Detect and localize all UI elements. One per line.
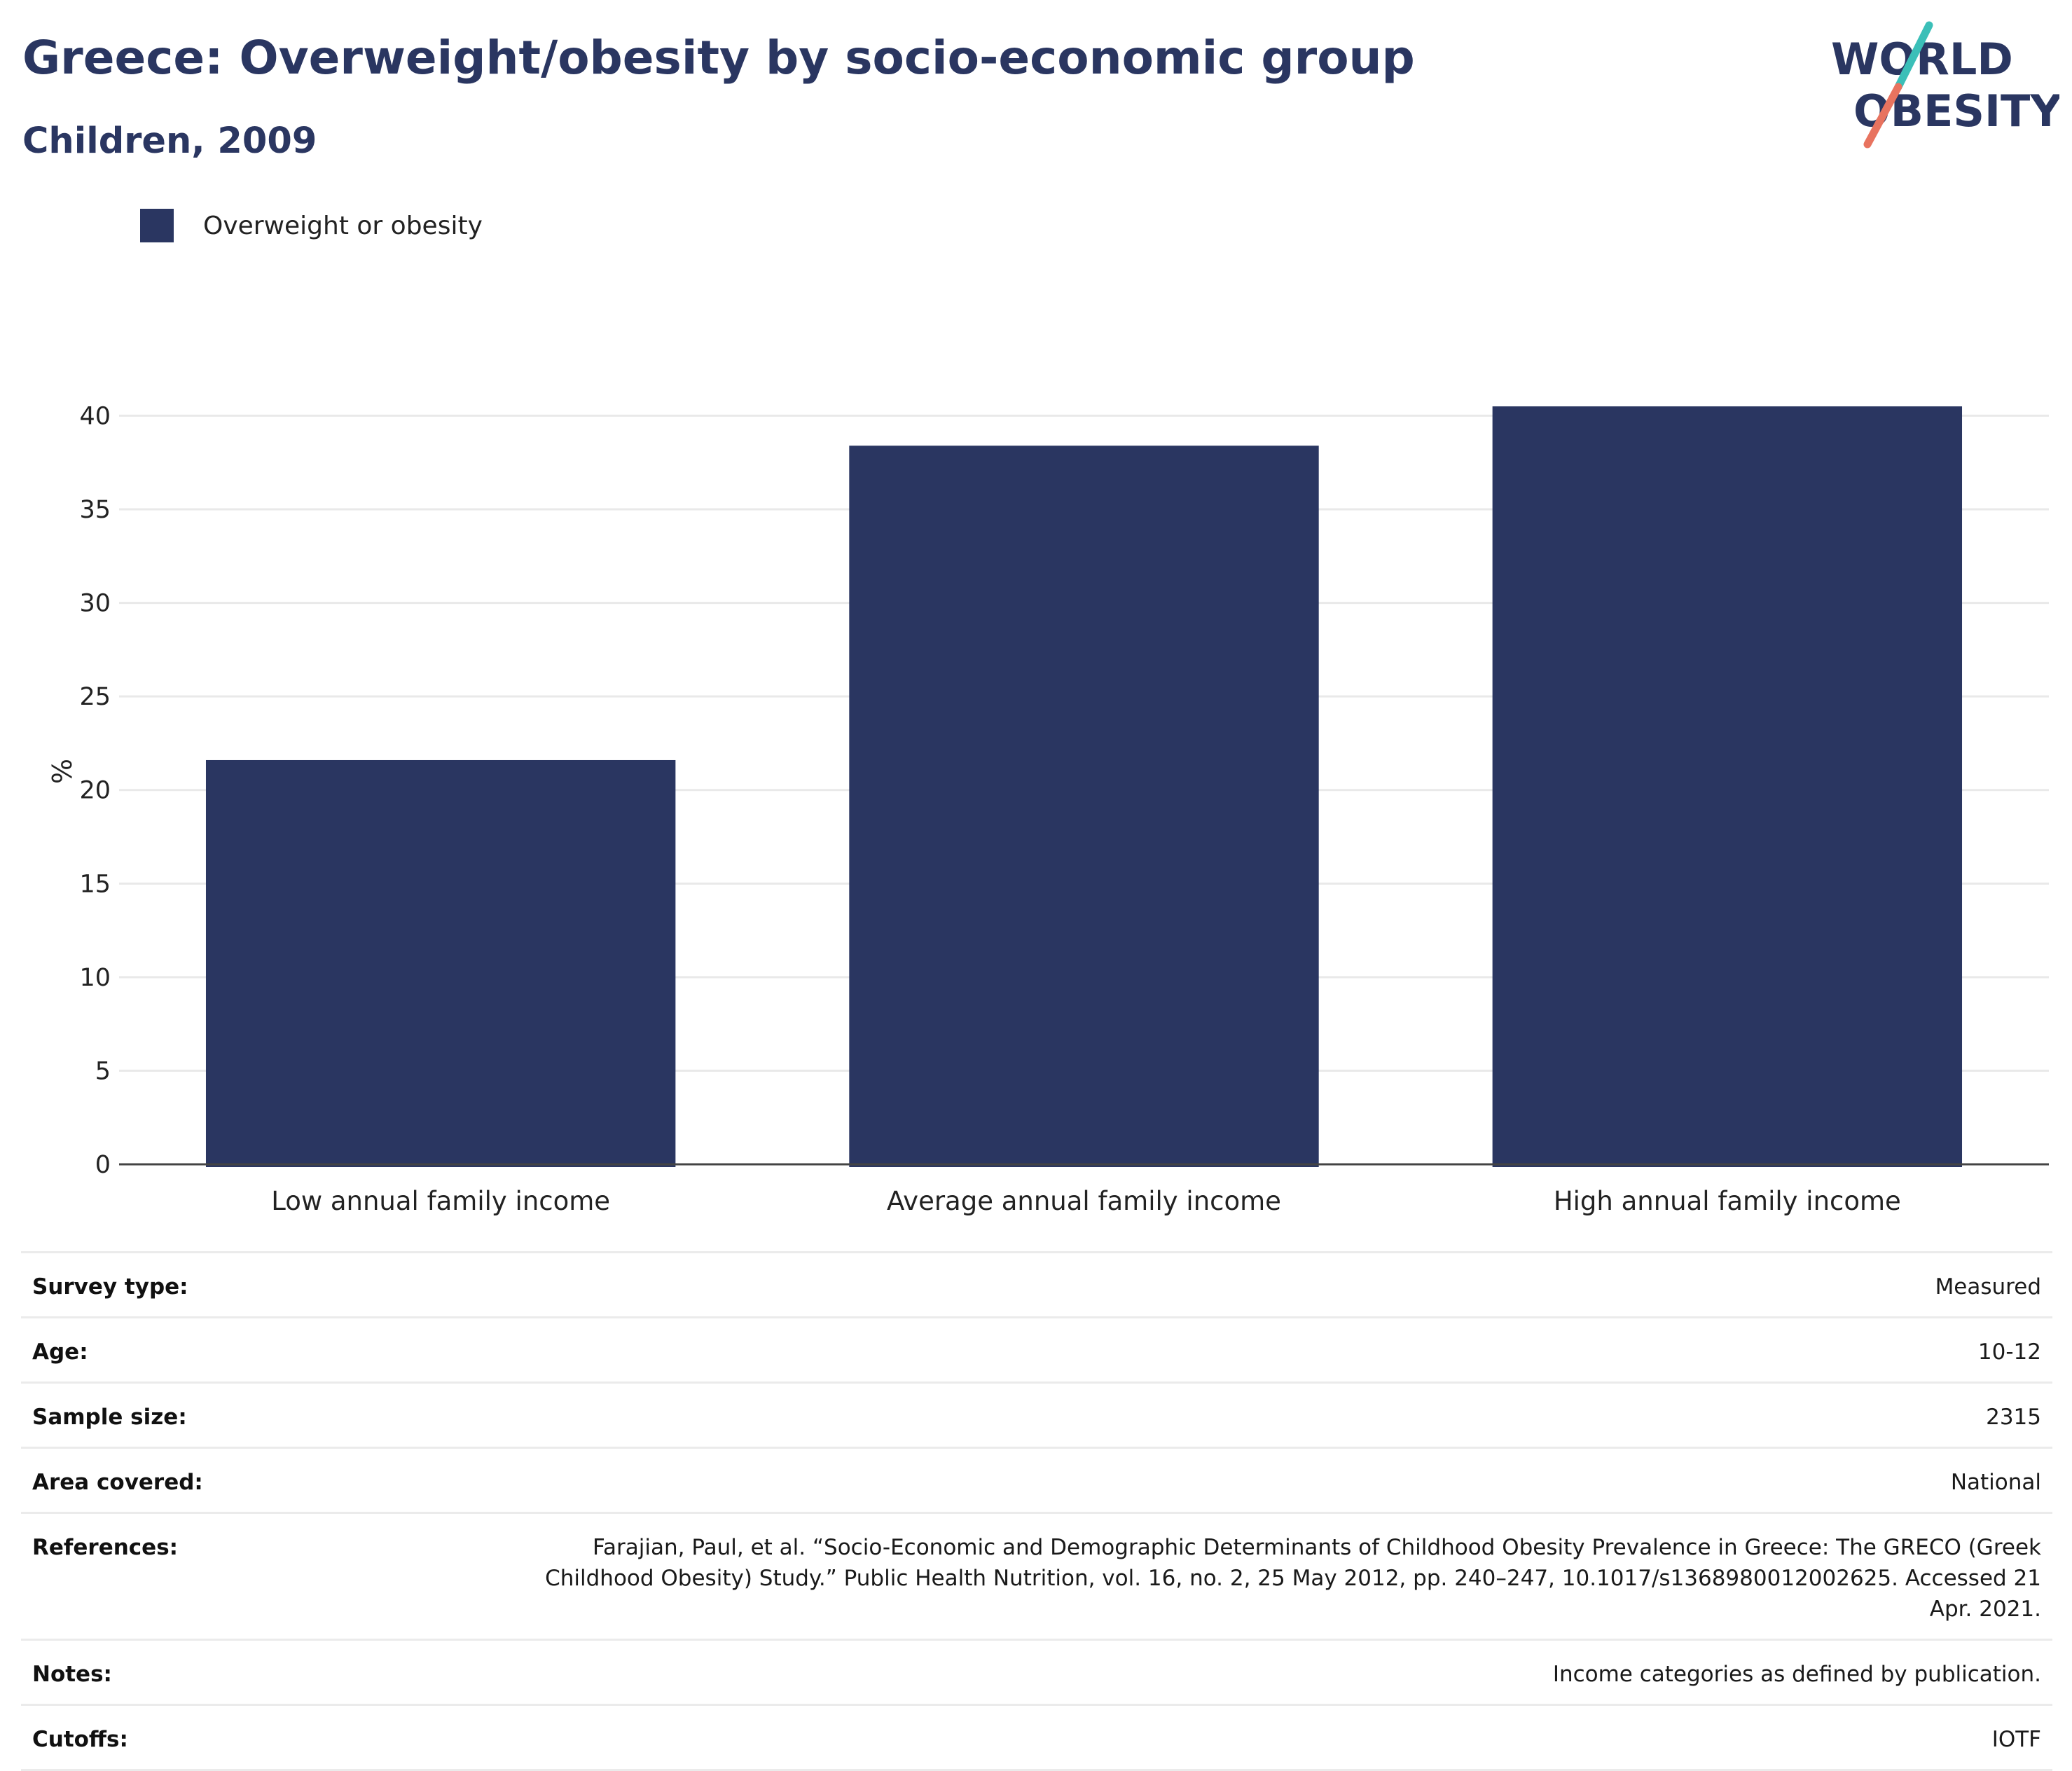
x-tick-label: Low annual family income <box>271 1186 610 1216</box>
x-tick-label: High annual family income <box>1554 1186 1901 1216</box>
bar-3 <box>1492 406 1963 1167</box>
info-row: Sample size: 2315 <box>21 1381 2052 1447</box>
page-subtitle: Children, 2009 <box>22 120 317 162</box>
info-row: Survey type: Measured <box>21 1251 2052 1316</box>
y-tick-label: 0 <box>95 1151 111 1179</box>
info-label: Area covered: <box>32 1470 203 1495</box>
survey-info-table: Survey type: Measured Age: 10-12 Sample size… <box>21 1251 2052 1771</box>
page-title: Greece: Overweight/obesity by socio-econ… <box>22 31 1415 85</box>
y-tick-label: 30 <box>79 590 111 618</box>
legend-label: Overweight or obesity <box>203 211 483 240</box>
info-label: Sample size: <box>32 1405 187 1430</box>
bar-2 <box>849 446 1319 1168</box>
info-label: Notes: <box>32 1662 112 1687</box>
axis-labels: 0 5 10 15 20 25 30 35 40 Low annual family income… <box>46 402 1901 1216</box>
info-value: IOTF <box>1991 1727 2041 1752</box>
info-value: National <box>1950 1470 2041 1495</box>
world-obesity-logo: WORLD OBESITY <box>1831 21 2059 149</box>
info-row: Cutoffs: IOTF <box>21 1704 2052 1771</box>
info-label: References: <box>32 1535 179 1560</box>
info-row: References: Farajian, Paul, et al. “Socio… <box>21 1512 2052 1639</box>
logo-slash-coral <box>1863 83 1902 149</box>
info-row: Notes: Income categories as defined by pu… <box>21 1639 2052 1704</box>
info-label: Cutoffs: <box>32 1727 128 1752</box>
y-tick-label: 15 <box>79 870 111 898</box>
y-tick-label: 40 <box>79 402 111 430</box>
y-tick-label: 35 <box>79 496 111 524</box>
bars <box>205 406 1963 1168</box>
y-axis-label: % <box>46 759 76 784</box>
y-tick-label: 5 <box>95 1057 111 1085</box>
info-label: Survey type: <box>32 1274 188 1300</box>
y-tick-label: 10 <box>79 964 111 992</box>
legend-swatch <box>140 209 174 242</box>
info-value: 10-12 <box>1977 1339 2041 1365</box>
info-value: Measured <box>1935 1274 2041 1300</box>
info-row: Age: 10-12 <box>21 1316 2052 1381</box>
logo-slash-teal <box>1894 21 1933 91</box>
info-label: Age: <box>32 1339 88 1365</box>
info-row: Area covered: National <box>21 1447 2052 1512</box>
bar-chart: 0 5 10 15 20 25 30 35 40 Low annual family income… <box>46 402 2049 1216</box>
chart-legend: Overweight or obesity <box>140 209 483 242</box>
y-tick-label: 25 <box>79 683 111 711</box>
info-value: Income categories as defined by publicat… <box>1552 1662 2041 1687</box>
info-value: 2315 <box>1986 1405 2041 1430</box>
x-tick-label: Average annual family income <box>887 1186 1281 1216</box>
y-tick-label: 20 <box>79 777 111 805</box>
bar-1 <box>205 759 676 1167</box>
info-value: Farajian, Paul, et al. “Socio-Economic a… <box>545 1535 2041 1622</box>
